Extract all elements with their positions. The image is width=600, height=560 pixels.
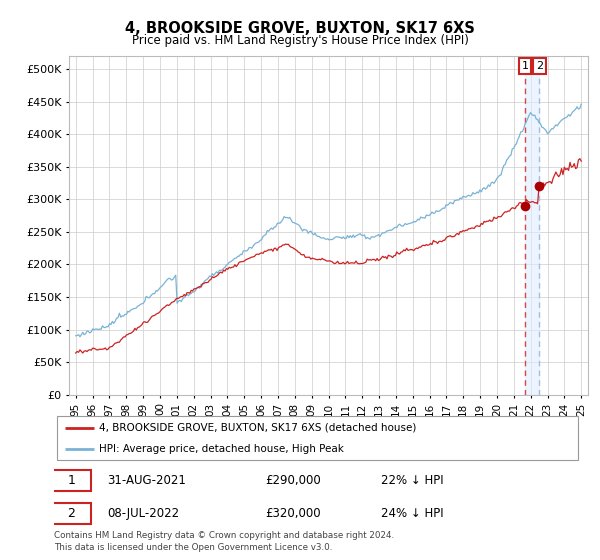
FancyBboxPatch shape (56, 416, 578, 460)
Text: 31-AUG-2021: 31-AUG-2021 (107, 474, 185, 487)
Text: £320,000: £320,000 (265, 507, 321, 520)
Text: 2: 2 (536, 61, 543, 71)
Bar (525, 56, 539, 395)
Text: HPI: Average price, detached house, High Peak: HPI: Average price, detached house, High… (99, 444, 344, 454)
Text: Contains HM Land Registry data © Crown copyright and database right 2024.
This d: Contains HM Land Registry data © Crown c… (54, 531, 394, 552)
Text: 2: 2 (67, 507, 75, 520)
Text: 22% ↓ HPI: 22% ↓ HPI (382, 474, 444, 487)
Text: 4, BROOKSIDE GROVE, BUXTON, SK17 6XS (detached house): 4, BROOKSIDE GROVE, BUXTON, SK17 6XS (de… (99, 423, 416, 433)
Text: 1: 1 (521, 61, 529, 71)
FancyBboxPatch shape (52, 470, 91, 492)
Text: Price paid vs. HM Land Registry's House Price Index (HPI): Price paid vs. HM Land Registry's House … (131, 34, 469, 46)
Text: 4, BROOKSIDE GROVE, BUXTON, SK17 6XS: 4, BROOKSIDE GROVE, BUXTON, SK17 6XS (125, 21, 475, 36)
FancyBboxPatch shape (52, 502, 91, 524)
Text: 1: 1 (67, 474, 75, 487)
Text: 24% ↓ HPI: 24% ↓ HPI (382, 507, 444, 520)
Text: £290,000: £290,000 (265, 474, 321, 487)
Text: 08-JUL-2022: 08-JUL-2022 (107, 507, 179, 520)
